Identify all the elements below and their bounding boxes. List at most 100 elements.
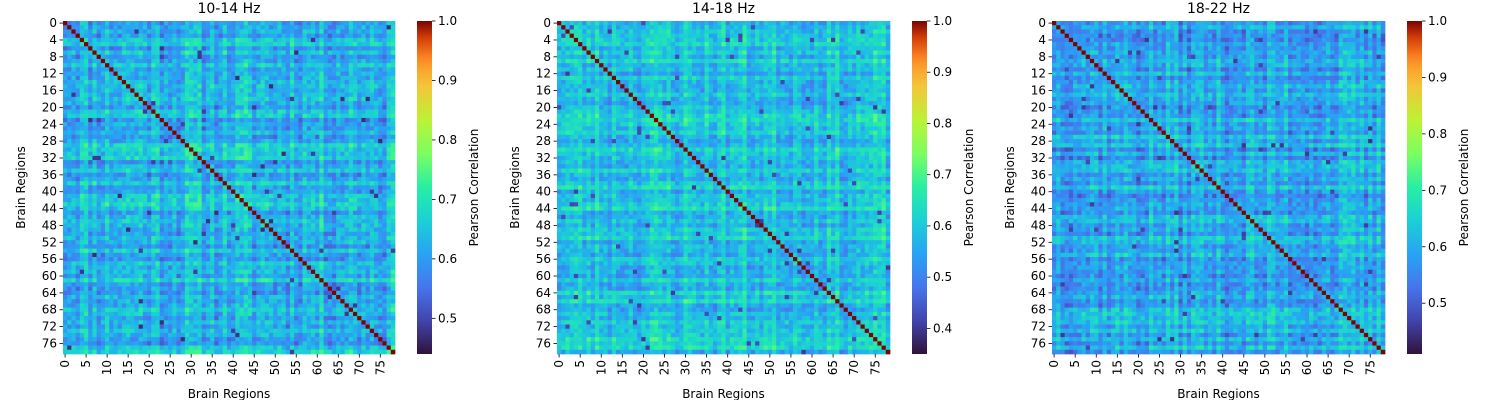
heatmap-cell xyxy=(151,202,156,207)
heatmap-cell xyxy=(193,198,198,203)
heatmap-cell xyxy=(206,219,211,224)
heatmap-cell xyxy=(189,249,194,254)
heatmap-cell xyxy=(315,105,320,110)
heatmap-cell xyxy=(176,25,181,30)
heatmap-cell xyxy=(130,46,135,51)
heatmap-cell xyxy=(349,25,354,30)
heatmap-cell xyxy=(176,51,181,56)
heatmap-cell xyxy=(126,211,131,216)
heatmap-cell xyxy=(324,206,329,211)
heatmap-cell xyxy=(324,42,329,47)
heatmap-cell xyxy=(88,219,93,224)
heatmap-cell xyxy=(387,93,392,98)
heatmap-cell xyxy=(298,67,303,72)
heatmap-cell xyxy=(151,59,156,64)
heatmap-cell xyxy=(248,29,253,34)
heatmap-cell xyxy=(244,76,249,81)
heatmap-cell xyxy=(336,93,341,98)
heatmap-cell xyxy=(370,223,375,228)
heatmap-cell xyxy=(210,160,215,165)
heatmap-cell xyxy=(361,139,366,144)
heatmap-cell xyxy=(353,177,358,182)
heatmap-cell xyxy=(298,29,303,34)
heatmap-cell xyxy=(378,211,383,216)
heatmap-cell xyxy=(206,76,211,81)
heatmap-cell xyxy=(88,76,93,81)
heatmap-cell xyxy=(80,190,85,195)
heatmap-cell xyxy=(92,46,97,51)
heatmap-cell xyxy=(92,118,97,123)
heatmap-cell xyxy=(130,76,135,81)
heatmap-cell xyxy=(298,177,303,182)
heatmap-cell xyxy=(118,88,123,93)
heatmap-cell xyxy=(244,101,249,106)
heatmap-cell xyxy=(324,21,329,26)
heatmap-cell xyxy=(210,72,215,77)
heatmap-cell xyxy=(147,101,152,106)
heatmap-cell xyxy=(265,67,270,72)
heatmap-cell xyxy=(294,185,299,190)
heatmap-cell xyxy=(286,88,291,93)
heatmap-cell xyxy=(97,114,102,119)
heatmap-cell xyxy=(97,223,102,228)
heatmap-cell xyxy=(130,257,135,262)
heatmap-cell xyxy=(378,93,383,98)
heatmap-cell xyxy=(97,257,102,262)
heatmap-cell xyxy=(105,88,110,93)
heatmap-cell xyxy=(370,194,375,199)
heatmap-cell xyxy=(168,206,173,211)
heatmap-cell xyxy=(391,131,396,136)
heatmap-cell xyxy=(382,215,387,220)
heatmap-cell xyxy=(248,282,253,287)
heatmap-cell xyxy=(197,232,202,237)
heatmap-cell xyxy=(277,88,282,93)
heatmap-cell xyxy=(256,211,261,216)
heatmap-cell xyxy=(324,29,329,34)
heatmap-cell xyxy=(84,244,89,249)
heatmap-cell xyxy=(67,228,72,233)
heatmap-cell xyxy=(391,93,396,98)
heatmap-cell xyxy=(378,72,383,77)
heatmap-cell xyxy=(223,240,228,245)
heatmap-cell xyxy=(273,80,278,85)
heatmap-cell xyxy=(206,110,211,115)
heatmap-cell xyxy=(273,282,278,287)
heatmap-cell xyxy=(307,25,312,30)
heatmap-cell xyxy=(147,51,152,56)
heatmap-cell xyxy=(370,181,375,186)
heatmap-cell xyxy=(311,42,316,47)
heatmap-cell xyxy=(202,164,207,169)
heatmap-cell xyxy=(151,51,156,56)
heatmap-cell xyxy=(378,135,383,140)
heatmap-cell xyxy=(252,21,257,26)
heatmap-cell xyxy=(105,46,110,51)
heatmap-cell xyxy=(366,72,371,77)
heatmap-cell xyxy=(109,181,114,186)
heatmap-cell xyxy=(252,122,257,127)
heatmap-cell xyxy=(357,173,362,178)
heatmap-cell xyxy=(336,72,341,77)
heatmap-cell xyxy=(105,194,110,199)
heatmap-cell xyxy=(139,173,144,178)
heatmap-cell xyxy=(84,278,89,283)
heatmap-cell xyxy=(391,122,396,127)
heatmap-cell xyxy=(147,38,152,43)
heatmap-cell xyxy=(374,202,379,207)
heatmap-cell xyxy=(71,152,76,157)
heatmap-cell xyxy=(357,139,362,144)
heatmap-cell xyxy=(345,76,350,81)
heatmap-cell xyxy=(307,63,312,68)
heatmap-cell xyxy=(155,194,160,199)
heatmap-cell xyxy=(101,253,106,258)
heatmap-cell xyxy=(181,190,186,195)
heatmap-cell xyxy=(244,160,249,165)
heatmap-cell xyxy=(113,147,118,152)
heatmap-cell xyxy=(294,160,299,165)
heatmap-cell xyxy=(164,29,169,34)
heatmap-cell xyxy=(185,147,190,152)
heatmap-cell xyxy=(349,34,354,39)
heatmap-cell xyxy=(277,219,282,224)
heatmap-cell xyxy=(109,282,114,287)
heatmap-cell xyxy=(164,160,169,165)
heatmap-cell xyxy=(181,181,186,186)
